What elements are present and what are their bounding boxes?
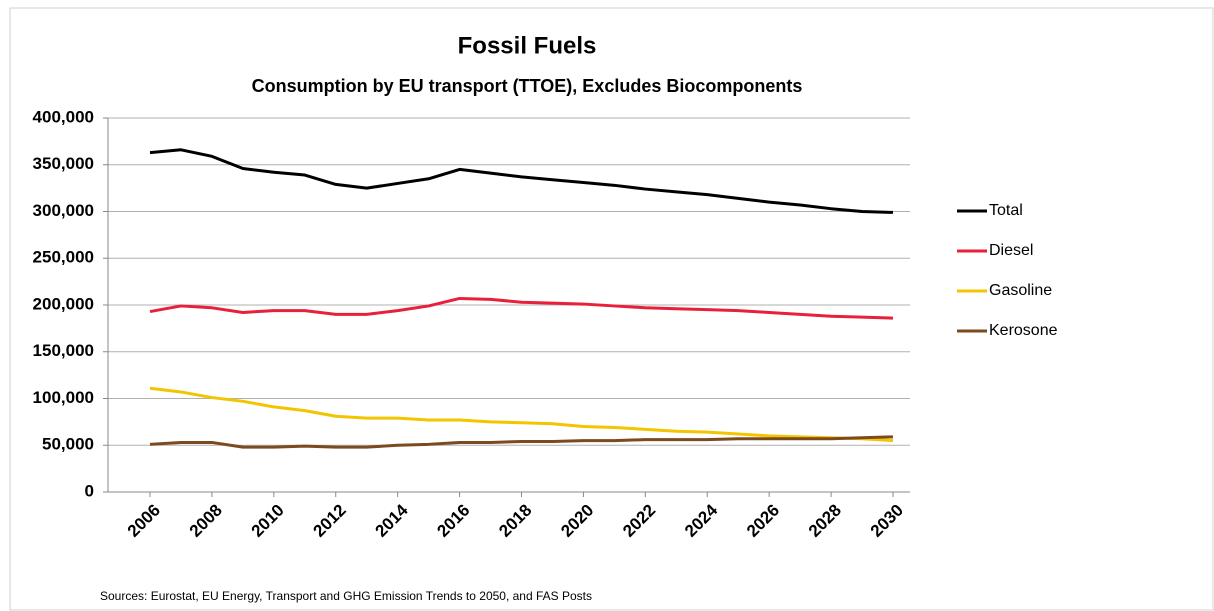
series-line bbox=[149, 386, 894, 443]
series-line bbox=[149, 148, 894, 214]
series-line bbox=[149, 435, 894, 449]
frame bbox=[9, 7, 1214, 611]
y-tick-label: 350,000 bbox=[33, 154, 94, 173]
y-tick-label: 150,000 bbox=[33, 341, 94, 360]
legend-label: Gasoline bbox=[989, 282, 1052, 299]
y-tick-label: 0 bbox=[85, 481, 94, 500]
legend-label: Kerosone bbox=[989, 322, 1058, 339]
y-tick-label: 200,000 bbox=[33, 294, 94, 313]
series-line bbox=[149, 296, 894, 320]
source-note: Sources: Eurostat, EU Energy, Transport … bbox=[100, 589, 592, 603]
y-tick-label: 50,000 bbox=[42, 435, 94, 454]
legend-label: Total bbox=[989, 202, 1023, 219]
chart-subtitle: Consumption by EU transport (TTOE), Excl… bbox=[252, 76, 803, 96]
legend-label: Diesel bbox=[989, 242, 1033, 259]
y-tick-label: 250,000 bbox=[33, 248, 94, 267]
y-tick-label: 300,000 bbox=[33, 201, 94, 220]
chart-title: Fossil Fuels bbox=[458, 32, 597, 59]
y-tick-label: 100,000 bbox=[33, 388, 94, 407]
y-tick-label: 400,000 bbox=[33, 107, 94, 126]
